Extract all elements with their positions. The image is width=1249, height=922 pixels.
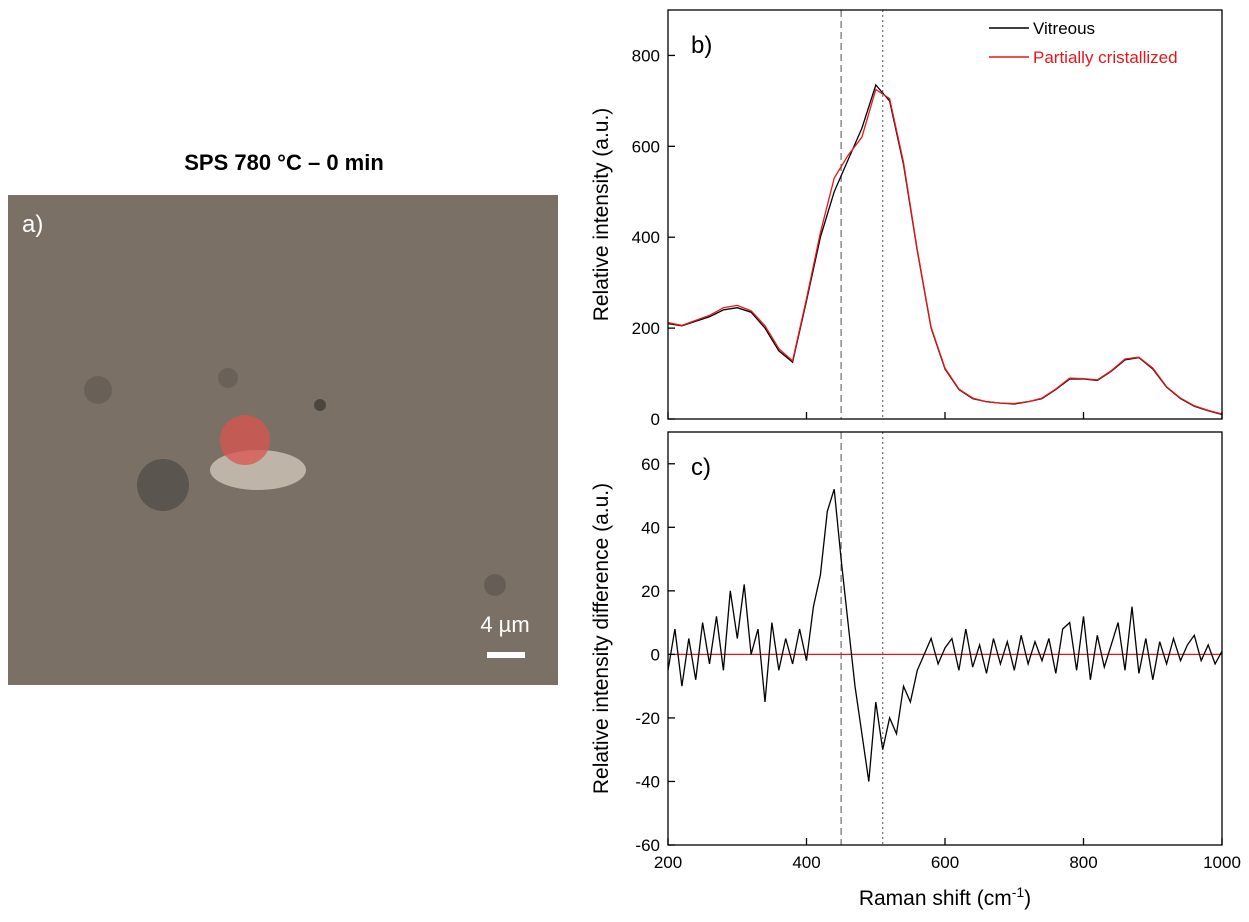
legend-label: Vitreous xyxy=(1033,19,1095,38)
plot-frame xyxy=(667,431,1223,846)
micrograph-title: SPS 780 °C – 0 min xyxy=(184,150,384,175)
pore xyxy=(484,574,506,596)
y-tick-label: 0 xyxy=(651,410,660,429)
y-tick-label: -60 xyxy=(635,836,660,855)
x-axis-label-part: -1 xyxy=(1012,884,1025,900)
y-tick-label: -20 xyxy=(635,709,660,728)
x-tick-label: 200 xyxy=(654,853,682,872)
x-tick-label: 400 xyxy=(792,853,820,872)
crystal-spot xyxy=(220,415,270,465)
y-tick-label: 60 xyxy=(641,455,660,474)
y-tick-label: 40 xyxy=(641,518,660,537)
x-axis-label-part: ) xyxy=(1024,887,1031,910)
x-tick-label: 1000 xyxy=(1203,853,1241,872)
y-tick-label: -40 xyxy=(635,772,660,791)
y-tick-label: 20 xyxy=(641,582,660,601)
pore xyxy=(314,399,326,411)
y-axis-label: Relative intensity (a.u.) xyxy=(590,108,613,322)
pore xyxy=(218,368,238,388)
scale-bar-label: 4 µm xyxy=(480,612,529,637)
micrograph-image xyxy=(8,195,558,685)
y-tick-label: 0 xyxy=(651,645,660,664)
y-tick-label: 400 xyxy=(632,228,660,247)
series-line xyxy=(667,88,1223,415)
series-line xyxy=(667,489,1223,782)
micrograph: a) 4 µm xyxy=(8,195,558,685)
x-axis-label: Raman shift (cm-1) xyxy=(859,884,1031,910)
panel-label: a) xyxy=(22,211,43,238)
glass-spot xyxy=(137,459,189,511)
x-tick-label: 800 xyxy=(1069,853,1097,872)
y-axis-label: Relative intensity difference (a.u.) xyxy=(590,483,613,794)
x-tick-label: 600 xyxy=(931,853,959,872)
y-tick-label: 800 xyxy=(632,46,660,65)
scale-bar xyxy=(487,652,525,658)
y-tick-label: 600 xyxy=(632,137,660,156)
panel-label: c) xyxy=(691,454,711,481)
panel-label: b) xyxy=(691,32,712,59)
y-tick-label: 200 xyxy=(632,319,660,338)
pore xyxy=(84,376,112,404)
series-line xyxy=(667,83,1223,416)
x-axis-label-part: Raman shift (cm xyxy=(859,887,1012,910)
legend-label: Partially cristallized xyxy=(1033,48,1178,67)
